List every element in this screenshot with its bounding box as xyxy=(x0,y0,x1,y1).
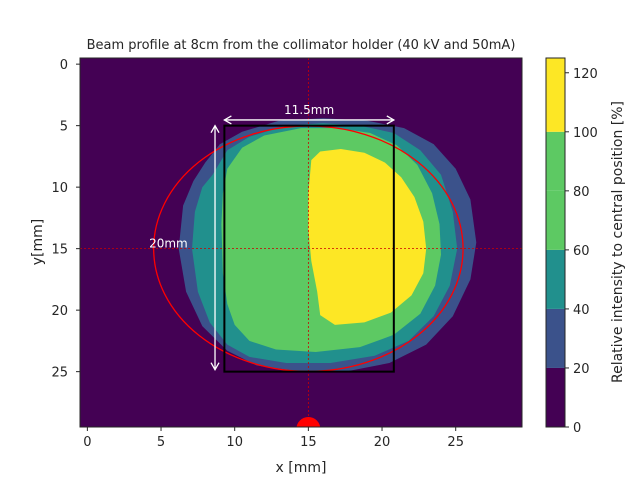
colorbar-tick-label: 40 xyxy=(573,303,590,318)
colorbar-tick-label: 20 xyxy=(573,362,590,377)
x-tick-label: 5 xyxy=(157,435,165,450)
contour-level-100-125 xyxy=(308,149,427,325)
colorbar-segment xyxy=(546,190,565,250)
position-marker xyxy=(296,417,321,427)
y-tick-label: 0 xyxy=(60,58,68,73)
x-tick-label: 0 xyxy=(83,435,91,450)
width-arrow-head-right xyxy=(386,115,396,125)
colorbar-label: Relative intensity to central position [… xyxy=(610,101,626,383)
height-arrow-label: 20mm xyxy=(149,237,188,251)
plot-frame xyxy=(79,57,523,428)
colorbar-segment xyxy=(546,367,565,427)
colorbar-segment xyxy=(546,131,565,191)
height-arrow-head-bottom xyxy=(210,362,220,371)
colorbar-tick-label: 100 xyxy=(573,126,598,141)
x-axis-label: x [mm] xyxy=(276,460,327,476)
field-rectangle xyxy=(223,124,395,373)
y-axis-label: y[mm] xyxy=(30,219,46,265)
annotation-layer: 11.5mm 20mm xyxy=(80,58,522,427)
chart-title: Beam profile at 8cm from the collimator … xyxy=(87,38,516,53)
y-tick-label: 5 xyxy=(60,120,68,135)
colorbar-tick-label: 120 xyxy=(573,67,598,82)
colorbar-segment xyxy=(546,249,565,309)
x-tick-label: 10 xyxy=(226,435,243,450)
width-arrow-label: 11.5mm xyxy=(284,103,334,117)
y-tick-label: 10 xyxy=(51,181,68,196)
width-arrow-head-left xyxy=(223,115,232,125)
colorbar-segment xyxy=(546,58,565,132)
x-tick-label: 20 xyxy=(374,435,391,450)
colorbar-tick-label: 80 xyxy=(573,185,590,200)
y-tick-label: 20 xyxy=(51,304,68,319)
x-tick-label: 25 xyxy=(447,435,464,450)
colorbar-tick-label: 60 xyxy=(573,244,590,259)
x-tick-label: 15 xyxy=(300,435,317,450)
y-tick-label: 25 xyxy=(51,366,68,381)
height-arrow-head-top xyxy=(210,124,220,133)
y-axis-ticks: 0 5 10 15 20 25 xyxy=(51,58,80,381)
colorbar: 0 20 40 60 80 100 120 xyxy=(545,57,598,436)
y-tick-label: 15 xyxy=(51,243,68,258)
colorbar-segment xyxy=(546,308,565,368)
colorbar-frame xyxy=(545,57,566,428)
colorbar-tick-label: 0 xyxy=(573,421,581,436)
x-axis-ticks: 0 5 10 15 20 25 xyxy=(83,427,464,450)
